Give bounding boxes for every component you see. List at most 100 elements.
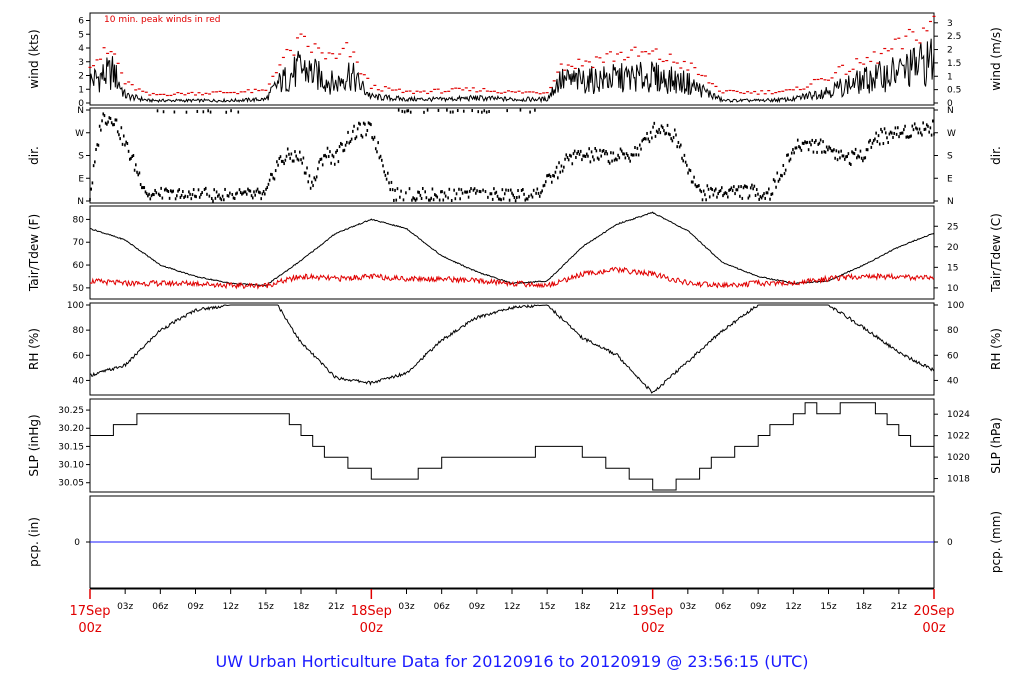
direction-point bbox=[177, 189, 179, 193]
direction-point bbox=[634, 146, 636, 150]
y-tick-label-left: 30.05 bbox=[58, 479, 84, 489]
direction-point bbox=[497, 197, 500, 201]
direction-point bbox=[420, 196, 423, 200]
y-tick-label-left: 60 bbox=[73, 351, 85, 361]
direction-point bbox=[102, 112, 105, 116]
direction-point bbox=[258, 190, 260, 194]
direction-point bbox=[195, 195, 197, 199]
direction-point bbox=[745, 185, 747, 189]
direction-point bbox=[306, 166, 308, 170]
direction-point bbox=[100, 128, 102, 132]
direction-point bbox=[604, 152, 606, 156]
direction-point bbox=[806, 140, 809, 144]
direction-point bbox=[611, 159, 613, 163]
direction-point bbox=[106, 122, 108, 126]
direction-point bbox=[704, 193, 706, 197]
direction-point bbox=[752, 187, 754, 191]
direction-point bbox=[676, 145, 678, 149]
direction-point bbox=[747, 196, 750, 200]
direction-point bbox=[454, 197, 457, 201]
direction-point bbox=[548, 173, 551, 177]
direction-point bbox=[172, 189, 174, 193]
direction-point bbox=[921, 133, 923, 137]
direction-point bbox=[219, 196, 222, 200]
direction-point bbox=[178, 188, 181, 192]
direction-point bbox=[554, 170, 557, 174]
direction-point bbox=[666, 123, 669, 127]
direction-point bbox=[506, 109, 508, 113]
direction-point bbox=[903, 128, 905, 132]
direction-point bbox=[332, 155, 335, 159]
direction-point bbox=[718, 189, 721, 193]
direction-point bbox=[374, 147, 377, 151]
direction-point bbox=[805, 141, 807, 145]
direction-point bbox=[396, 187, 399, 191]
y-tick-label-right: 1024 bbox=[947, 410, 970, 420]
direction-point bbox=[550, 180, 553, 184]
direction-point bbox=[297, 158, 300, 162]
direction-point bbox=[654, 134, 657, 138]
direction-point bbox=[356, 127, 359, 131]
footer-title: UW Urban Horticulture Data for 20120916 … bbox=[216, 652, 809, 671]
direction-point bbox=[786, 153, 788, 157]
y-tick-label-left: 0 bbox=[78, 99, 84, 109]
direction-point bbox=[629, 159, 631, 163]
direction-point bbox=[758, 197, 760, 201]
y-tick-label-left: 80 bbox=[73, 215, 85, 225]
direction-point bbox=[626, 153, 629, 157]
direction-point bbox=[394, 188, 396, 192]
direction-point bbox=[482, 188, 484, 192]
day-label-time: 00z bbox=[360, 621, 384, 636]
direction-point bbox=[529, 110, 531, 114]
direction-point bbox=[519, 108, 522, 112]
direction-point bbox=[544, 180, 547, 184]
direction-point bbox=[378, 156, 381, 160]
direction-point bbox=[712, 193, 715, 197]
direction-point bbox=[822, 140, 824, 144]
direction-point bbox=[368, 122, 371, 126]
panel-frame bbox=[89, 302, 935, 396]
direction-point bbox=[338, 145, 341, 149]
direction-point bbox=[657, 131, 659, 135]
direction-point bbox=[244, 190, 247, 194]
y-tick-label-right: 25 bbox=[947, 222, 958, 232]
direction-point bbox=[590, 150, 593, 154]
direction-point bbox=[403, 110, 406, 114]
direction-point bbox=[243, 190, 246, 194]
direction-point bbox=[585, 152, 588, 156]
direction-point bbox=[198, 195, 201, 199]
direction-point bbox=[835, 149, 838, 153]
direction-point bbox=[869, 138, 871, 142]
direction-point bbox=[182, 190, 184, 194]
direction-point bbox=[659, 131, 662, 135]
direction-point bbox=[428, 198, 430, 202]
direction-point bbox=[459, 197, 461, 201]
y-tick-label-right: 80 bbox=[947, 326, 959, 336]
direction-point bbox=[671, 139, 674, 143]
direction-point bbox=[699, 188, 701, 192]
direction-point bbox=[728, 188, 730, 192]
direction-point bbox=[618, 156, 621, 160]
direction-point bbox=[449, 110, 452, 114]
direction-point bbox=[522, 188, 524, 192]
dewpoint-line bbox=[89, 266, 935, 290]
direction-point bbox=[630, 153, 633, 157]
direction-point bbox=[124, 143, 126, 147]
direction-point bbox=[319, 158, 322, 162]
hour-tick-label: 15z bbox=[820, 602, 836, 612]
direction-point bbox=[740, 185, 742, 189]
direction-point bbox=[267, 182, 270, 186]
direction-point bbox=[402, 198, 405, 202]
direction-point bbox=[899, 132, 902, 136]
y-tick-label-right: 1.5 bbox=[947, 59, 961, 69]
direction-point bbox=[424, 190, 426, 194]
direction-point bbox=[496, 194, 499, 198]
direction-point bbox=[346, 140, 348, 144]
direction-point bbox=[469, 189, 471, 193]
direction-point bbox=[321, 163, 324, 167]
direction-point bbox=[487, 195, 489, 199]
direction-point bbox=[653, 121, 656, 125]
direction-point bbox=[871, 141, 874, 145]
direction-point bbox=[144, 190, 147, 194]
direction-point bbox=[224, 187, 226, 191]
